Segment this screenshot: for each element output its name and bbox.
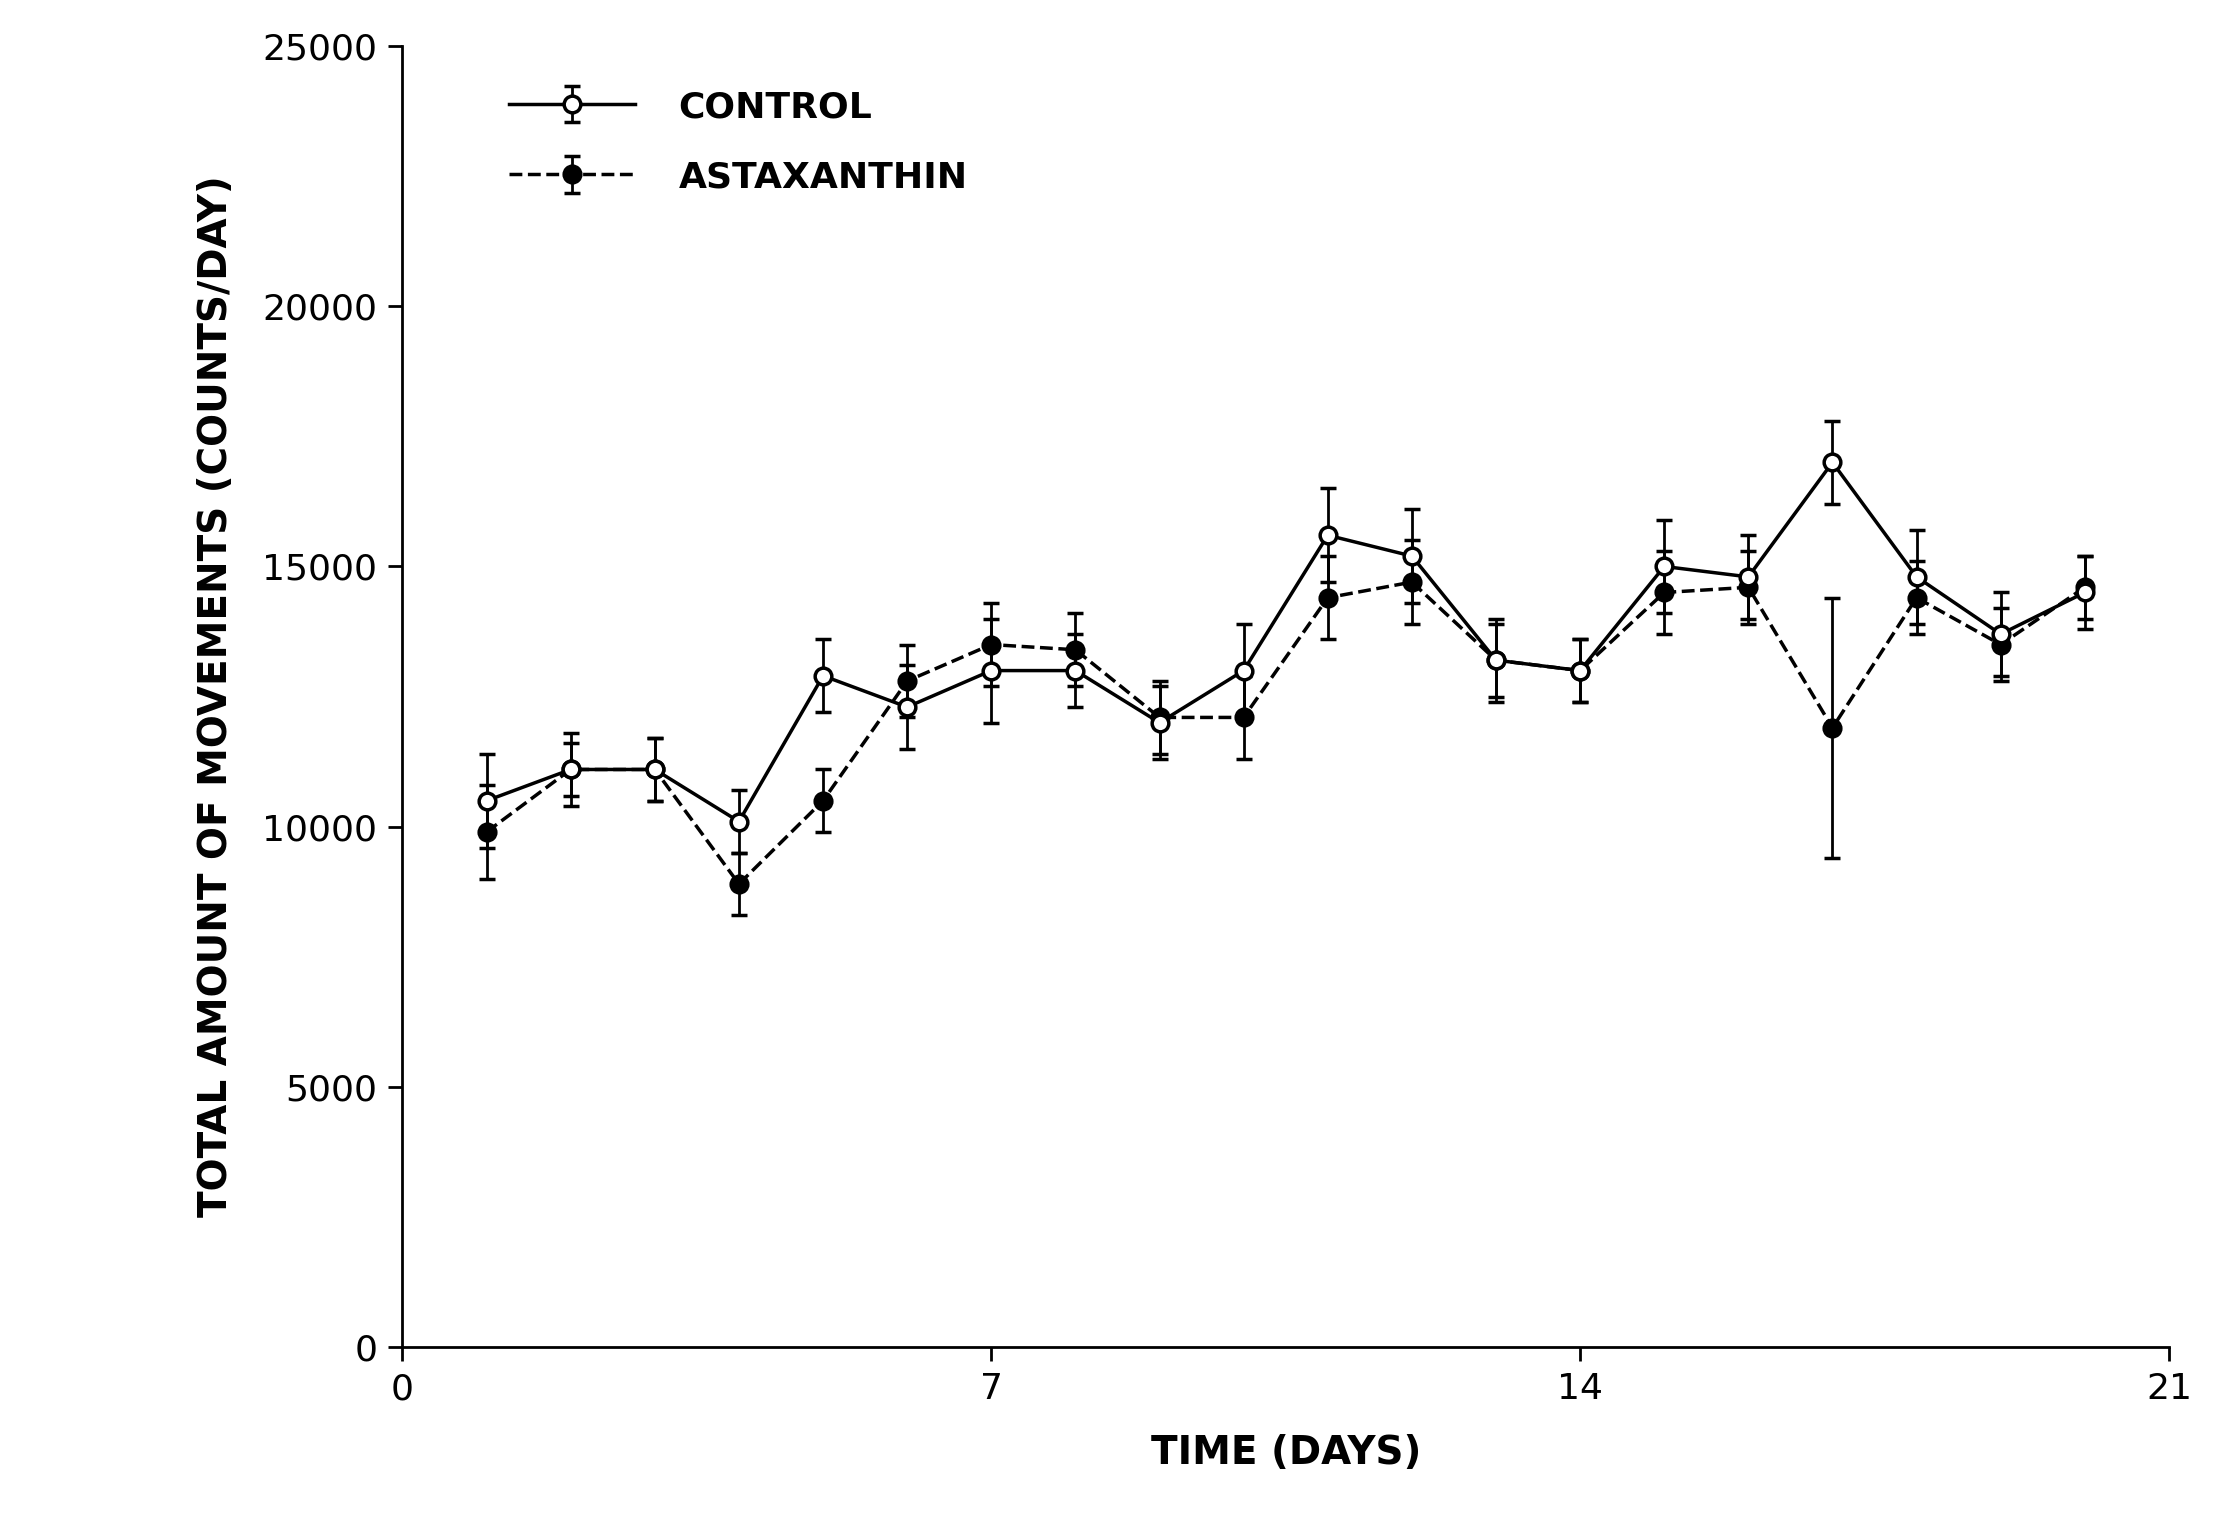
- Y-axis label: TOTAL AMOUNT OF MOVEMENTS (COUNTS/DAY): TOTAL AMOUNT OF MOVEMENTS (COUNTS/DAY): [197, 176, 235, 1217]
- X-axis label: TIME (DAYS): TIME (DAYS): [1152, 1435, 1420, 1473]
- Legend: CONTROL, ASTAXANTHIN: CONTROL, ASTAXANTHIN: [510, 90, 968, 194]
